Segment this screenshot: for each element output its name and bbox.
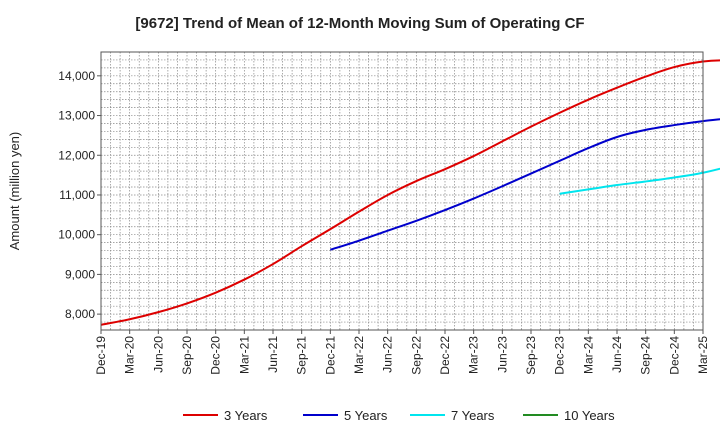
x-tick-label: Mar-20 [123, 336, 137, 374]
series-line-3-years [100, 59, 720, 326]
series-line-5-years [330, 118, 720, 251]
x-tick-label: Dec-24 [667, 336, 681, 375]
y-tick-label: 8,000 [65, 307, 95, 321]
x-tick-label: Jun-21 [266, 336, 280, 373]
x-tick-label: Dec-23 [553, 336, 567, 375]
x-tick-label: Sep-22 [409, 336, 423, 375]
x-tick-label: Jun-22 [381, 336, 395, 373]
series-line-7-years [559, 167, 720, 195]
y-tick-label: 11,000 [59, 188, 95, 202]
x-tick-label: Mar-23 [467, 336, 481, 374]
y-tick-label: 9,000 [65, 267, 95, 281]
legend-label-7-years: 7 Years [451, 408, 495, 423]
plot-area [101, 52, 703, 330]
plot-frame [100, 51, 704, 331]
x-tick-label: Mar-25 [696, 336, 710, 374]
y-tick-label: 12,000 [58, 148, 95, 162]
legend-label-5-years: 5 Years [344, 408, 388, 423]
x-tick-label: Sep-21 [295, 336, 309, 375]
y-tick-label: 14,000 [58, 69, 95, 83]
legend-label-10-years: 10 Years [564, 408, 615, 423]
x-tick-label: Dec-20 [209, 336, 223, 375]
y-axis-ticks: 8,000 9,000 10,000 11,000 12,000 13,000 14,000 [58, 69, 101, 321]
legend: 3 Years 5 Years 7 Years 10 Years [183, 408, 615, 423]
x-tick-label: Dec-22 [438, 336, 452, 375]
x-axis-ticks: Dec-19 Mar-20 Jun-20 Sep-20 Dec-20 Mar-21 Jun-… [94, 330, 710, 375]
x-tick-label: Mar-22 [352, 336, 366, 374]
y-tick-label: 13,000 [58, 109, 95, 123]
x-tick-label: Sep-23 [524, 336, 538, 375]
x-tick-label: Mar-21 [237, 336, 251, 374]
x-tick-label: Jun-20 [151, 336, 165, 373]
x-tick-label: Jun-23 [495, 336, 509, 373]
x-tick-label: Dec-19 [94, 336, 108, 375]
x-tick-label: Jun-24 [610, 336, 624, 373]
x-tick-label: Dec-21 [323, 336, 337, 375]
y-axis-label: Amount (million yen) [7, 132, 22, 251]
x-tick-label: Sep-24 [639, 336, 653, 375]
series-group [100, 59, 720, 326]
x-tick-label: Sep-20 [180, 336, 194, 375]
x-tick-label: Mar-24 [581, 336, 595, 374]
y-tick-label: 10,000 [58, 228, 95, 242]
legend-label-3-years: 3 Years [224, 408, 268, 423]
chart-title: [9672] Trend of Mean of 12-Month Moving … [135, 15, 584, 32]
